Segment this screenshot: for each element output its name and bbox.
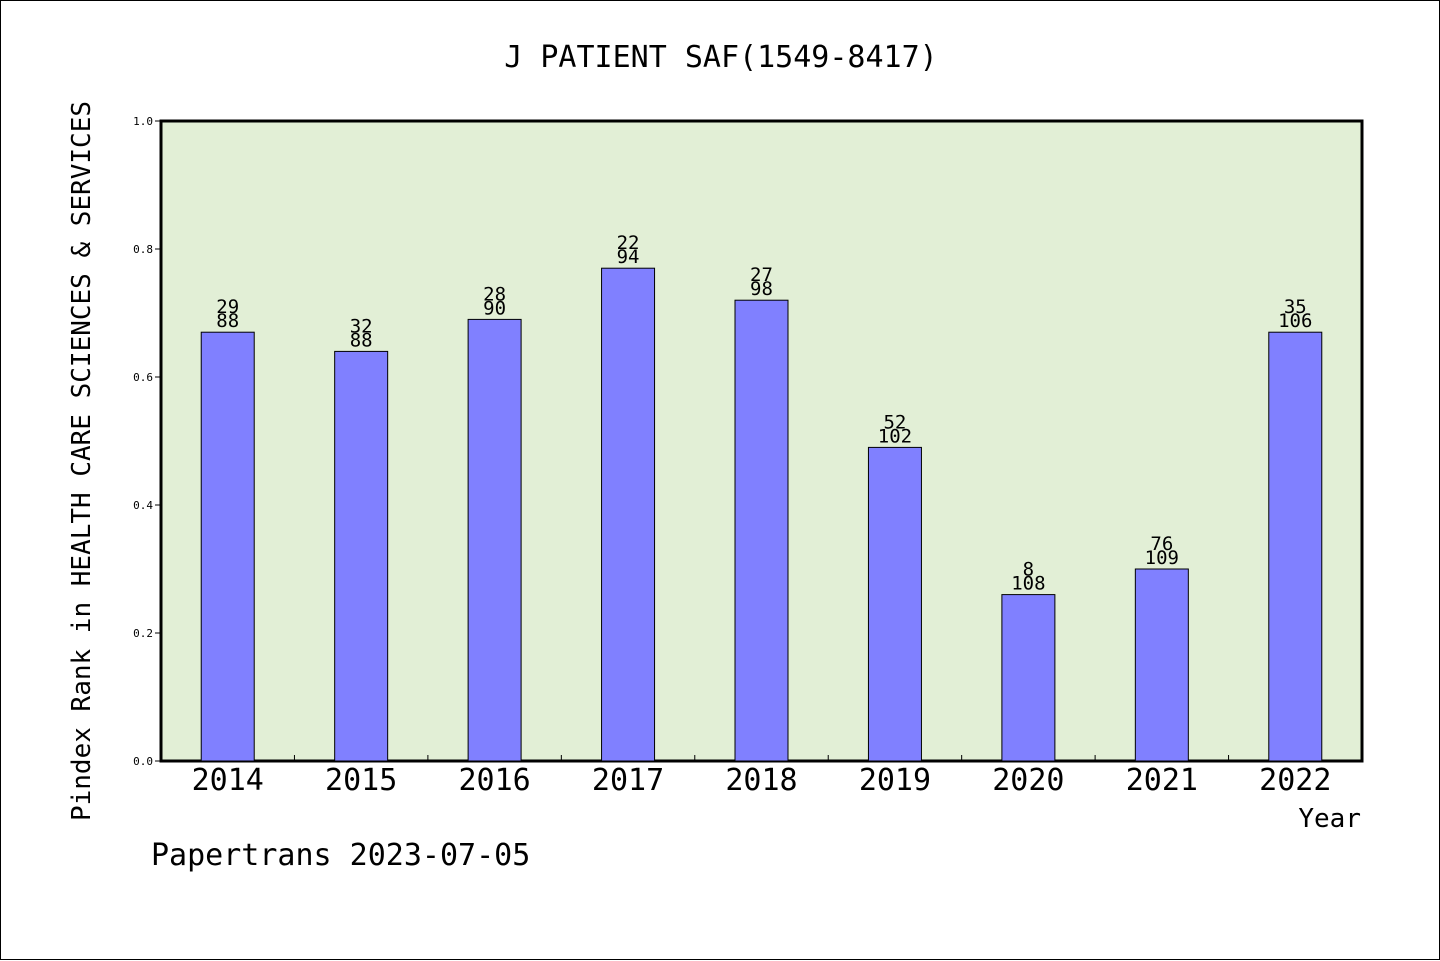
total-label: 94 <box>617 246 640 268</box>
bar-2019 <box>867 446 922 762</box>
rank-label: 76 <box>1150 533 1173 555</box>
bar-2020 <box>1001 594 1056 762</box>
bar-2014 <box>200 331 255 762</box>
rank-label: 32 <box>350 315 373 337</box>
rank-label: 29 <box>216 296 239 318</box>
rank-label: 52 <box>883 411 906 433</box>
y-tick-label: 1.0 <box>133 115 153 128</box>
rank-label: 27 <box>750 264 773 286</box>
x-axis-ticks: 2014 2015 2016 2017 2018 2019 2020 2021 2022 <box>192 755 1331 798</box>
x-tick-label: 2019 <box>859 763 931 798</box>
bar-2016 <box>467 318 522 762</box>
x-tick-label: 2022 <box>1259 763 1331 798</box>
y-tick-label: 0.8 <box>133 243 153 256</box>
rank-label: 8 <box>1023 559 1034 581</box>
total-label: 88 <box>216 310 239 332</box>
x-tick-label: 2016 <box>458 763 530 798</box>
total-label: 109 <box>1145 547 1179 569</box>
x-tick-label: 2017 <box>592 763 664 798</box>
total-label: 102 <box>878 425 912 447</box>
total-label: 106 <box>1278 310 1312 332</box>
x-tick-label: 2020 <box>992 763 1064 798</box>
chart-title: J PATIENT SAF(1549-8417) <box>504 40 937 75</box>
y-axis-label: Pindex Rank in HEALTH CARE SCIENCES & SE… <box>67 101 97 821</box>
rank-label: 35 <box>1284 296 1307 318</box>
y-tick-label: 0.6 <box>133 371 153 384</box>
y-axis-ticks: 0.0 0.2 0.4 0.6 0.8 1.0 <box>133 115 161 768</box>
bar-2022 <box>1268 331 1323 762</box>
x-tick-label: 2014 <box>192 763 264 798</box>
total-label: 98 <box>750 278 773 300</box>
total-label: 90 <box>483 297 506 319</box>
x-tick-label: 2018 <box>725 763 797 798</box>
x-axis-label: Year <box>1298 804 1361 834</box>
total-label: 108 <box>1011 573 1045 595</box>
y-tick-label: 0.0 <box>133 755 153 768</box>
y-tick-label: 0.4 <box>133 499 153 512</box>
bar-2018 <box>734 299 789 762</box>
rank-label: 28 <box>483 283 506 305</box>
x-tick-label: 2021 <box>1126 763 1198 798</box>
x-tick-label: 2015 <box>325 763 397 798</box>
bars <box>200 267 1323 762</box>
y-tick-label: 0.2 <box>133 627 153 640</box>
bar-2015 <box>334 350 389 762</box>
bar-2021 <box>1134 568 1189 762</box>
bar-2017 <box>601 267 656 762</box>
footer-text: Papertrans 2023-07-05 <box>151 838 530 873</box>
total-label: 88 <box>350 329 373 351</box>
rank-label: 22 <box>617 232 640 254</box>
